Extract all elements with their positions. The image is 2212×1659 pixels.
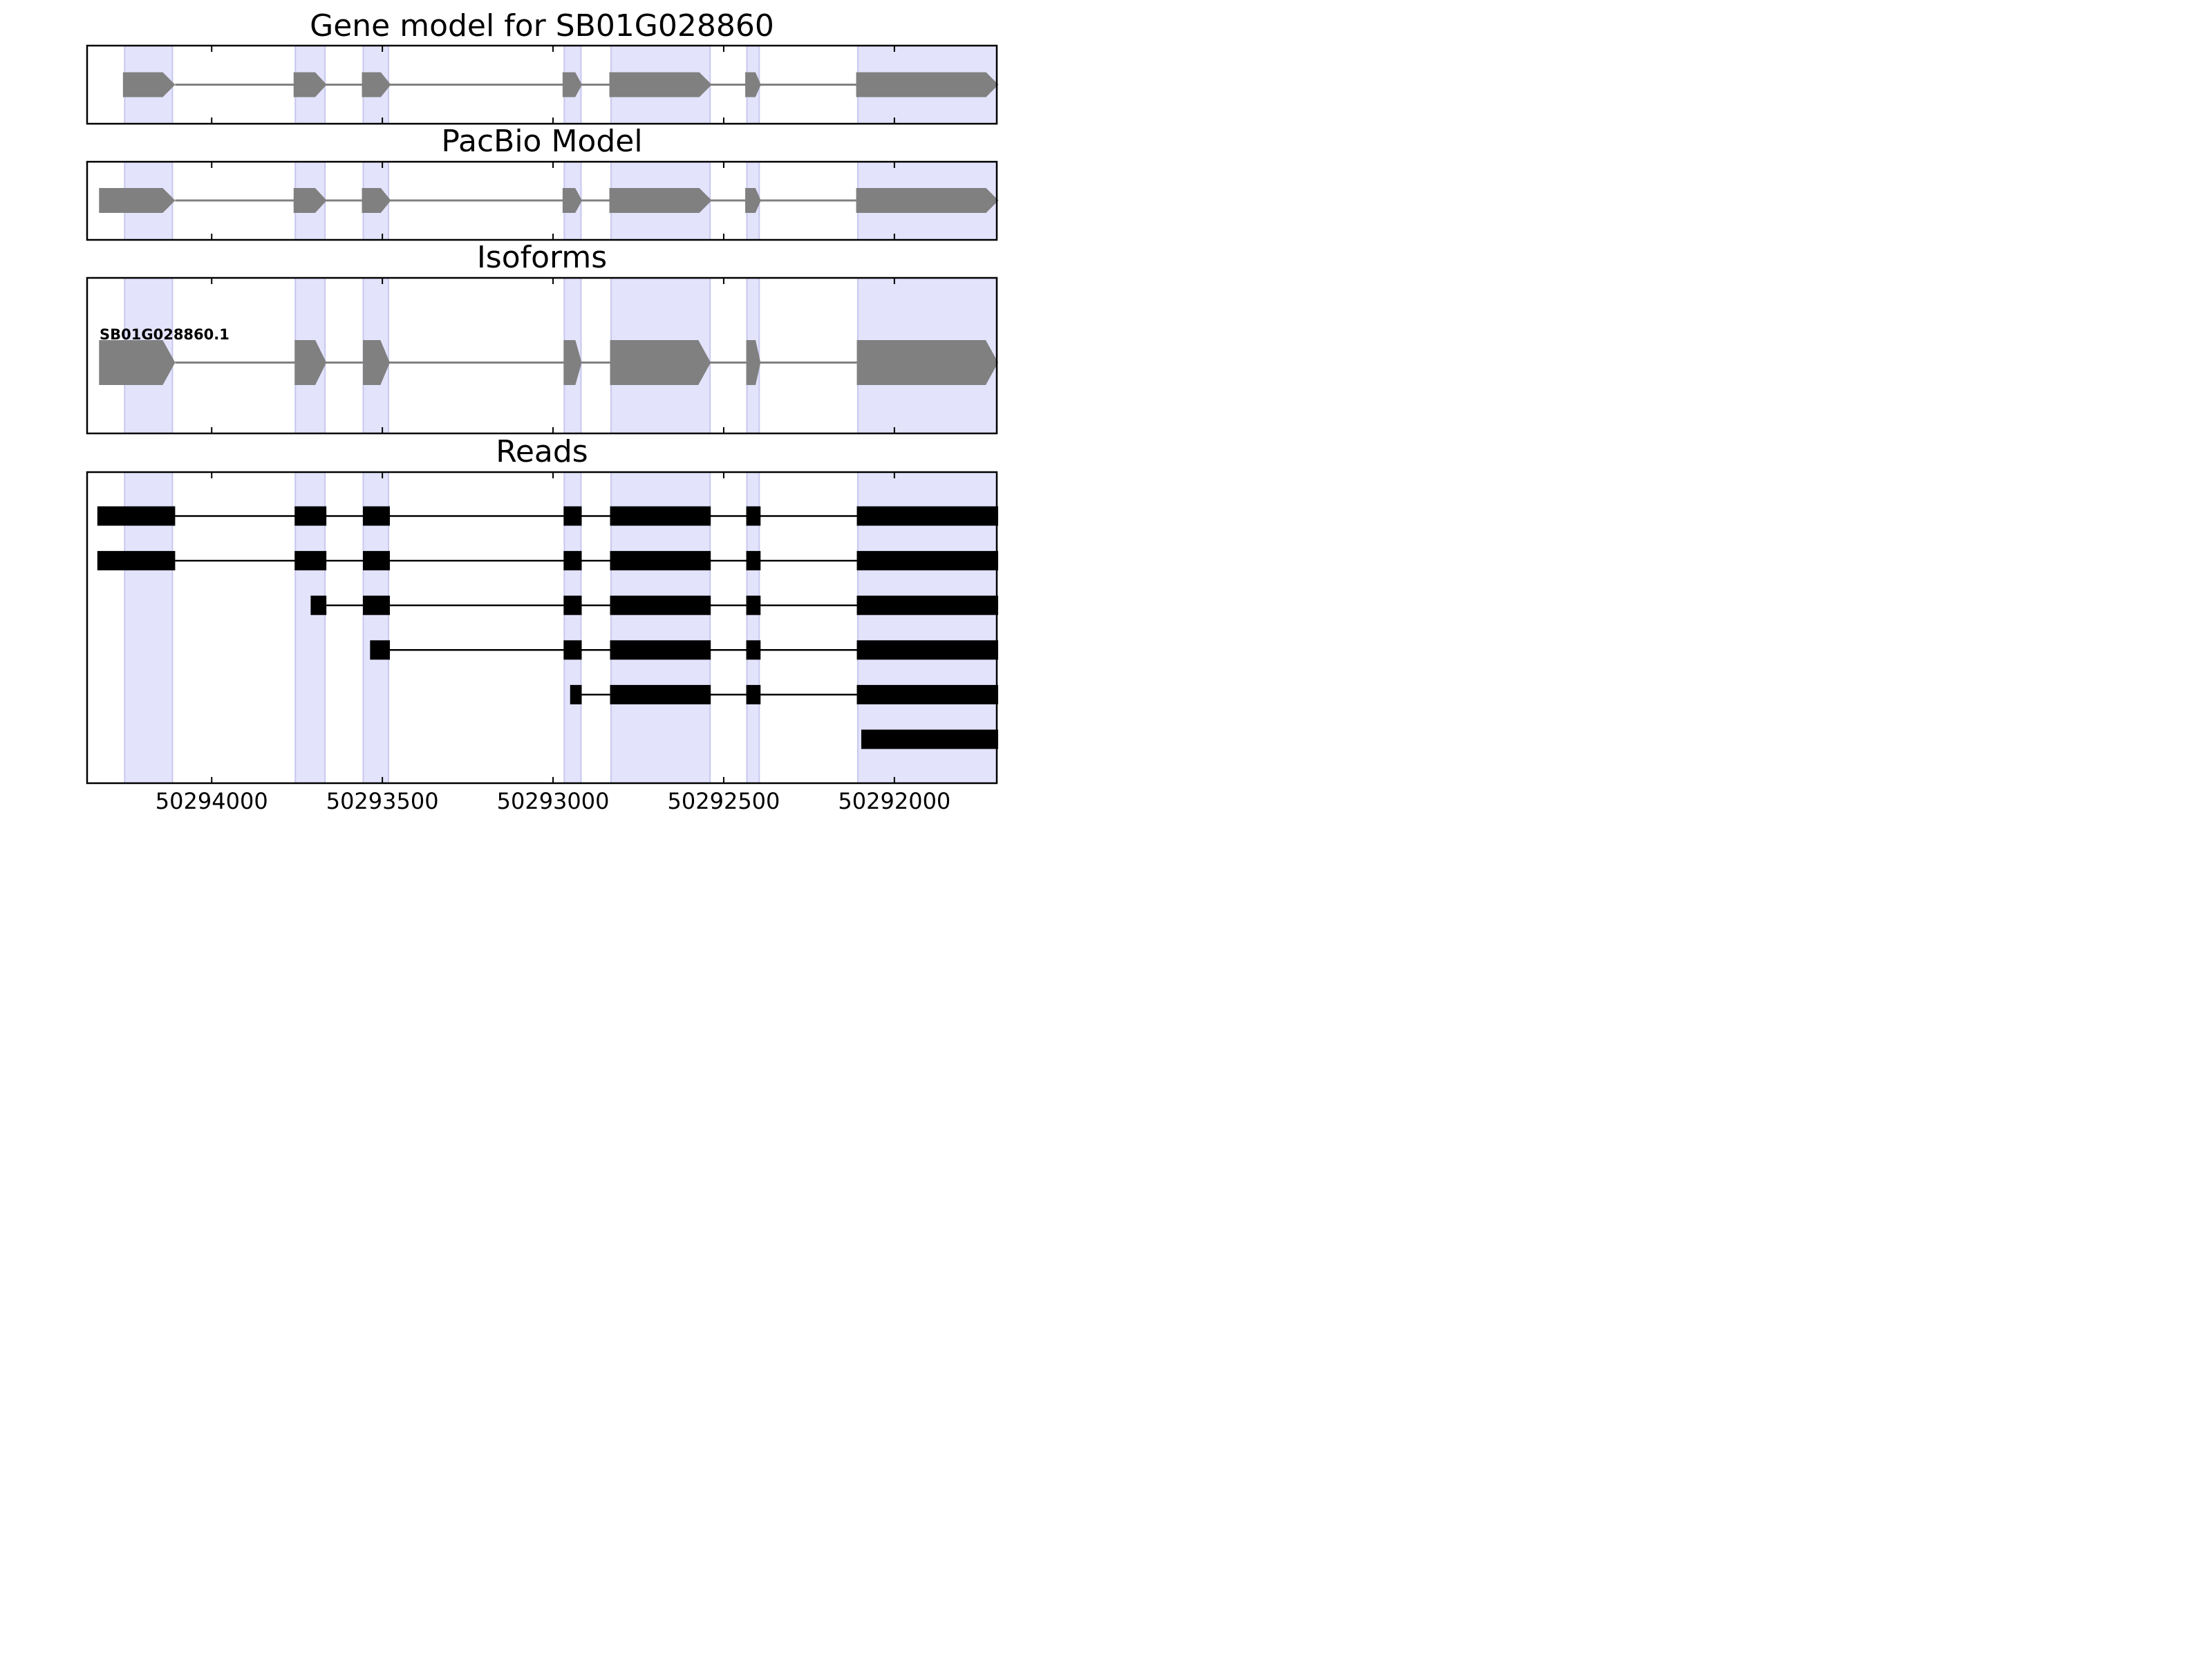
exon-block [745,188,761,213]
exon-block [362,72,391,97]
plot-root: Gene model for SB01G028860 PacBio Model Is… [86,8,999,813]
read-exon-block [362,595,391,615]
panel-pacbio_model: PacBio Model [86,124,999,241]
exon-block [609,72,712,97]
panel-reads: Reads [86,434,998,785]
exon-block [362,188,391,213]
read-exon-block [856,595,998,615]
read-exon-block [610,684,711,704]
read-exon-block [856,684,998,704]
read-exon-block [746,640,761,660]
read-exon-block [362,551,391,571]
exon-block [856,72,999,97]
panel-title: Isoforms [477,240,607,275]
panel-title: Reads [496,434,588,469]
exon-block [99,188,176,213]
exon-block [362,340,391,385]
read-exon-block [310,595,327,615]
panel-frame [86,44,998,125]
gene-model-figure: Gene model for SB01G028860 PacBio Model Is… [0,0,1084,813]
x-tick-label: 50292500 [668,788,780,813]
read-exon-block [610,640,711,660]
read-exon-block [856,640,998,660]
exon-block [293,72,327,97]
panel-frame [86,160,998,241]
read-exon-block [746,684,761,704]
read-exon-block [610,551,711,571]
read-row [370,640,998,660]
exon-block [563,340,582,385]
read-exon-block [610,595,711,615]
read-row [861,729,998,749]
isoform-label: SB01G028860.1 [100,326,229,343]
read-row [570,684,998,704]
panel-frame [86,471,998,785]
panel-title: PacBio Model [441,124,642,159]
read-exon-block [746,506,761,526]
read-exon-block [563,506,582,526]
exon-block [609,188,712,213]
panel-frame [86,276,998,435]
exon-block [746,340,761,385]
exon-block [293,188,327,213]
read-exon-block [97,551,176,571]
read-exon-block [563,551,582,571]
x-tick-label: 50293000 [497,788,610,813]
x-tick-label: 50292000 [838,788,950,813]
x-tick-label: 50294000 [156,788,268,813]
panel-title: Gene model for SB01G028860 [310,8,774,44]
read-row [97,551,998,571]
read-exon-block [97,506,176,526]
read-exon-block [746,551,761,571]
exon-block [99,340,176,385]
read-exon-block [294,506,327,526]
read-exon-block [856,551,998,571]
exon-block [610,340,711,385]
read-exon-block [294,551,327,571]
exon-block [294,340,327,385]
read-exon-block [856,506,998,526]
exon-block [562,188,583,213]
x-tick-label: 50293500 [326,788,439,813]
read-exon-block [370,640,391,660]
read-exon-block [610,506,711,526]
read-row [97,506,998,526]
exon-block [122,72,176,97]
panel-isoforms: Isoforms SB01G028860.1 [86,240,998,435]
read-row [310,595,998,615]
exon-block [745,72,761,97]
read-exon-block [861,729,998,749]
read-exon-block [563,640,582,660]
exon-block [856,188,999,213]
read-exon-block [746,595,761,615]
panel-gene_model: Gene model for SB01G028860 [86,8,999,125]
read-exon-block [362,506,391,526]
read-exon-block [570,684,582,704]
exon-block [856,340,998,385]
exon-block [562,72,583,97]
read-exon-block [563,595,582,615]
x-axis: 50294000 50293500 50293000 50292500 50292000 [156,788,950,813]
